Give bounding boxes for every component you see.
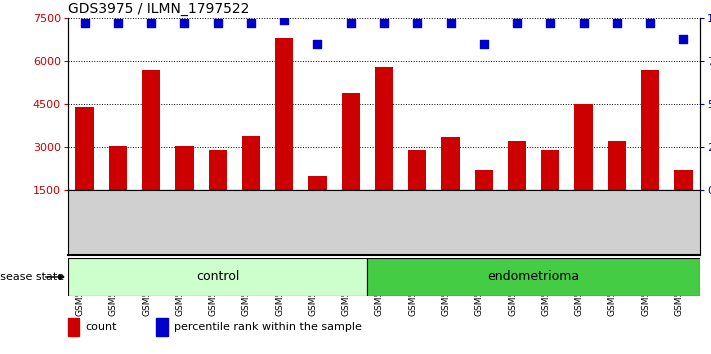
Bar (541, 150, 560, 233)
Bar (608, 141, 626, 233)
Bar (156, 318, 168, 336)
Bar (674, 170, 693, 233)
Text: percentile rank within the sample: percentile rank within the sample (174, 322, 362, 332)
Point (178, 20, 190, 26)
Bar (109, 145, 127, 233)
Text: GDS3975 / ILMN_1797522: GDS3975 / ILMN_1797522 (68, 1, 250, 16)
Point (245, 20, 257, 26)
Bar (508, 141, 526, 233)
Text: control: control (196, 270, 240, 284)
Point (545, 20, 556, 26)
Point (79, 20, 90, 26)
Point (345, 20, 356, 26)
Point (146, 20, 157, 26)
Point (511, 20, 523, 26)
Bar (275, 38, 294, 233)
Point (644, 20, 656, 26)
Bar (475, 170, 493, 233)
Point (312, 41, 324, 47)
Point (478, 41, 489, 47)
Bar (68, 318, 80, 336)
Text: count: count (86, 322, 117, 332)
Point (445, 20, 456, 26)
Point (412, 20, 423, 26)
Bar (242, 136, 260, 233)
Point (112, 20, 124, 26)
Bar (574, 104, 593, 233)
Point (578, 20, 589, 26)
Point (611, 20, 623, 26)
Bar (442, 137, 460, 233)
Bar (68, 258, 368, 296)
Point (212, 20, 223, 26)
Bar (641, 70, 659, 233)
Point (279, 17, 290, 23)
Bar (75, 107, 94, 233)
Text: disease state: disease state (0, 272, 65, 282)
Bar (176, 145, 193, 233)
Bar (208, 150, 227, 233)
Text: endometrioma: endometrioma (488, 270, 579, 284)
Bar (375, 67, 393, 233)
Bar (368, 258, 700, 296)
Point (378, 20, 390, 26)
Bar (408, 150, 427, 233)
Bar (341, 92, 360, 233)
Point (678, 36, 689, 41)
Bar (142, 70, 160, 233)
Bar (309, 176, 326, 233)
